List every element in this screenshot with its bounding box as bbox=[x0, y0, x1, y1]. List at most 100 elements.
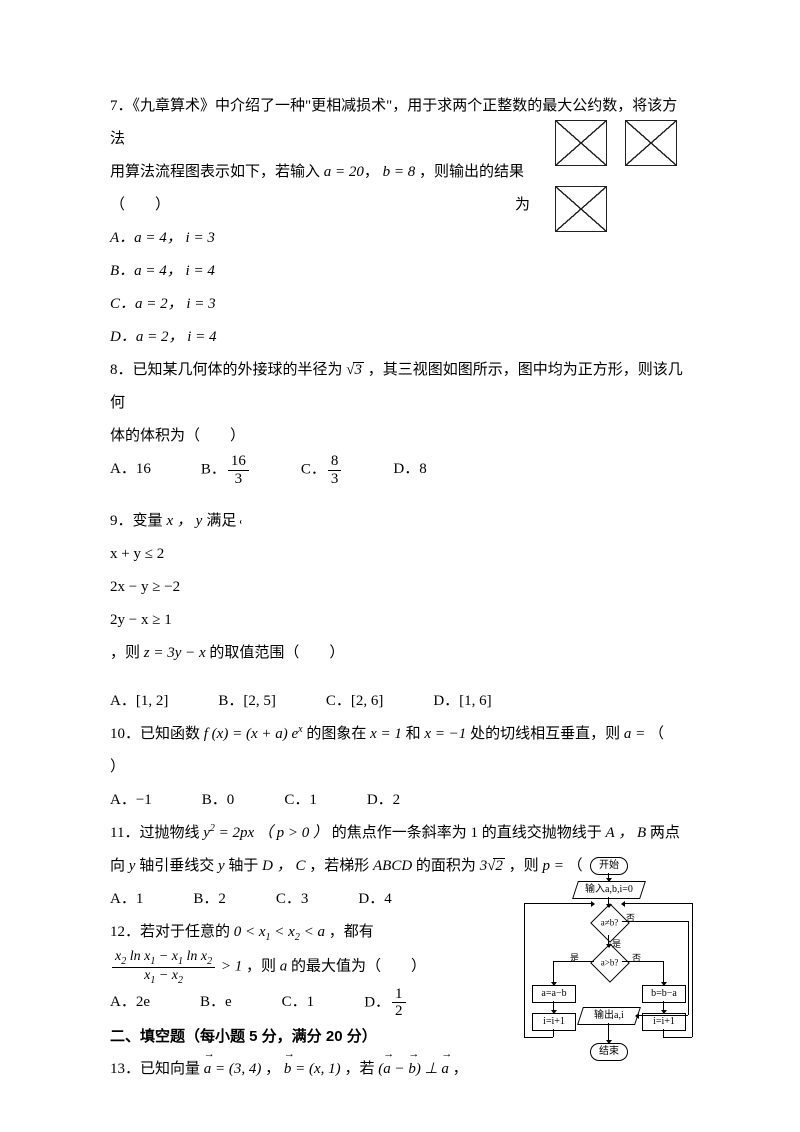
fc-rr bbox=[663, 1001, 664, 1013]
q9-tb: 满足 bbox=[206, 505, 236, 538]
q10-x2: x = −1 bbox=[424, 726, 466, 742]
fc-d1-rl bbox=[636, 1015, 688, 1016]
algorithm-flowchart: 开始 输入a,b,i=0 a≠b? a>b? a=a−b b=b−a 输出a,i… bbox=[520, 857, 695, 1072]
fc-d2-no: 否 bbox=[632, 949, 641, 969]
q12-gt1: > 1 bbox=[221, 959, 242, 975]
q8-opts: A．16 B．163 C．83 D．8 bbox=[110, 453, 690, 487]
q8-c-den: 3 bbox=[328, 471, 342, 488]
q11-cond: （ p > 0 ） bbox=[258, 825, 328, 841]
q9-td: 的取值范围（ ） bbox=[209, 645, 344, 661]
q10-opt-b: B．0 bbox=[202, 784, 235, 817]
q10-te: （ bbox=[649, 726, 679, 742]
three-view-placeholder-2 bbox=[625, 120, 677, 166]
q12-ns2b: 2 bbox=[207, 956, 212, 967]
q11-tf: 轴于 bbox=[228, 858, 262, 874]
q13-ta: 13．已知向量 bbox=[110, 1061, 204, 1077]
fc-il-l bbox=[524, 1037, 553, 1038]
q12-opt-b: B．e bbox=[200, 986, 232, 1020]
q7-cond-b: b = 8 bbox=[383, 164, 416, 180]
q10-tb: 的图象在 bbox=[306, 726, 370, 742]
q11-opt-c: C．3 bbox=[276, 883, 309, 916]
q9-sys2: 2x − y ≥ −2 bbox=[110, 571, 690, 604]
fc-l1 bbox=[608, 873, 609, 881]
q9-z: z = 3y − x bbox=[144, 645, 206, 661]
q13-va: a bbox=[204, 1053, 212, 1086]
q12-opt-a: A．2e bbox=[110, 986, 150, 1020]
q7-l2a: 用算法流程图表示如下，若输入 bbox=[110, 164, 324, 180]
q12-cr: < a bbox=[300, 924, 325, 940]
q11-th: 的面积为 bbox=[416, 858, 480, 874]
q12-tc: ，则 bbox=[246, 959, 280, 975]
q12-db: − x bbox=[155, 968, 178, 983]
q12-ta: 12．若对于任意的 bbox=[110, 924, 234, 940]
fc-d2-l: a>b? bbox=[601, 958, 619, 969]
q12-num: x2 ln x1 − x1 ln x2 bbox=[112, 949, 215, 968]
q10-paren: ） bbox=[110, 751, 690, 784]
q9-opt-b: B．[2, 5] bbox=[218, 685, 276, 718]
q11-ar: 2 bbox=[493, 858, 505, 874]
q9-opts: A．[1, 2] B．[2, 5] C．[2, 6] D．[1, 6] bbox=[110, 685, 690, 718]
fc-l2 bbox=[608, 897, 609, 907]
q7-opt-b: B．a = 4， i = 4 bbox=[110, 255, 690, 288]
q9-opt-a: A．[1, 2] bbox=[110, 685, 168, 718]
q7-l2c: 为 bbox=[515, 189, 530, 222]
q12-td: 的最大值为（ ） bbox=[291, 959, 426, 975]
q8-opt-d: D．8 bbox=[393, 453, 426, 487]
fc-d2-yes: 是 bbox=[570, 949, 579, 969]
q8-opt-a: A．16 bbox=[110, 453, 151, 487]
q11-opt-b: B．2 bbox=[193, 883, 226, 916]
q11-ax2: y bbox=[218, 858, 225, 874]
fc-d1-yes: 是 bbox=[612, 935, 621, 955]
q12-nd: ln x bbox=[183, 949, 207, 964]
q10-fxl: f (x) = (x + a) e bbox=[204, 726, 298, 742]
page: 7．《九章算术》中介绍了一种"更相减损术"，用于求两个正整数的最大公约数，将该方… bbox=[0, 0, 800, 1132]
q11-shape: ABCD bbox=[373, 858, 412, 874]
fc-out: 输出a,i bbox=[577, 1007, 641, 1025]
fc-ll bbox=[553, 1001, 554, 1013]
fc-il-u bbox=[524, 903, 525, 1037]
fc-input: 输入a,b,i=0 bbox=[572, 881, 646, 899]
q13-s1: ， bbox=[265, 1061, 280, 1077]
q13-vb: b bbox=[284, 1053, 292, 1086]
q9-system bbox=[240, 520, 247, 524]
q7-l2b: ，则输出的结果 bbox=[419, 164, 524, 180]
q7-opt-d: D．a = 2， i = 4 bbox=[110, 321, 690, 354]
q13-vbv: = (x, 1) bbox=[291, 1061, 340, 1077]
q9: 9．变量 x ， y 满足 bbox=[110, 505, 690, 538]
fc-d1: a≠b? bbox=[590, 903, 630, 943]
q8-b-den: 3 bbox=[228, 471, 249, 488]
q7-cond-a: a = 20 bbox=[324, 164, 364, 180]
q13-ea2: a bbox=[441, 1053, 449, 1086]
q10-fxs: x bbox=[298, 724, 302, 735]
q11-eq: y2 = 2px bbox=[203, 825, 254, 841]
fc-il-r bbox=[524, 903, 594, 904]
q7-sep: ， bbox=[364, 164, 379, 180]
q11-pts1: A ， B bbox=[606, 825, 647, 841]
q11-eql: y bbox=[203, 825, 210, 841]
q9-sys3: 2y − x ≥ 1 bbox=[110, 604, 690, 637]
q10-opts: A．−1 B．0 C．1 D．2 bbox=[110, 784, 690, 817]
q12-frac: x2 ln x1 − x1 ln x2 x1 − x2 bbox=[112, 949, 215, 986]
fc-ir-d bbox=[663, 1029, 664, 1037]
q12-cond: 0 < x1 < x2 < a bbox=[234, 924, 329, 940]
q9-opt-c: C．[2, 6] bbox=[326, 685, 384, 718]
q13-vav: = (3, 4) bbox=[211, 1061, 261, 1077]
q10-td: 处的切线相互垂直，则 bbox=[470, 726, 624, 742]
q12-dn: 1 bbox=[392, 986, 406, 1004]
q9-ta: 9．变量 bbox=[110, 505, 163, 538]
fc-ir-r bbox=[663, 1037, 692, 1038]
fc-l-out bbox=[608, 1023, 609, 1043]
q10-aeq: a = bbox=[624, 726, 645, 742]
q11-pts2: D ， C bbox=[262, 858, 305, 874]
q8-tc: 体的体积为（ ） bbox=[110, 420, 690, 453]
fc-input-l: 输入a,b,i=0 bbox=[585, 884, 633, 896]
q11-opt-a: A．1 bbox=[110, 883, 143, 916]
q12-dd: 2 bbox=[392, 1003, 406, 1020]
q11-area: 3√2 bbox=[480, 858, 505, 874]
q8-rad: 3 bbox=[353, 362, 365, 378]
fc-start: 开始 bbox=[590, 857, 628, 875]
q11-td: 向 bbox=[110, 858, 129, 874]
q10-opt-d: D．2 bbox=[367, 784, 400, 817]
q11-tg: ，若梯形 bbox=[309, 858, 373, 874]
q10-opt-a: A．−1 bbox=[110, 784, 152, 817]
